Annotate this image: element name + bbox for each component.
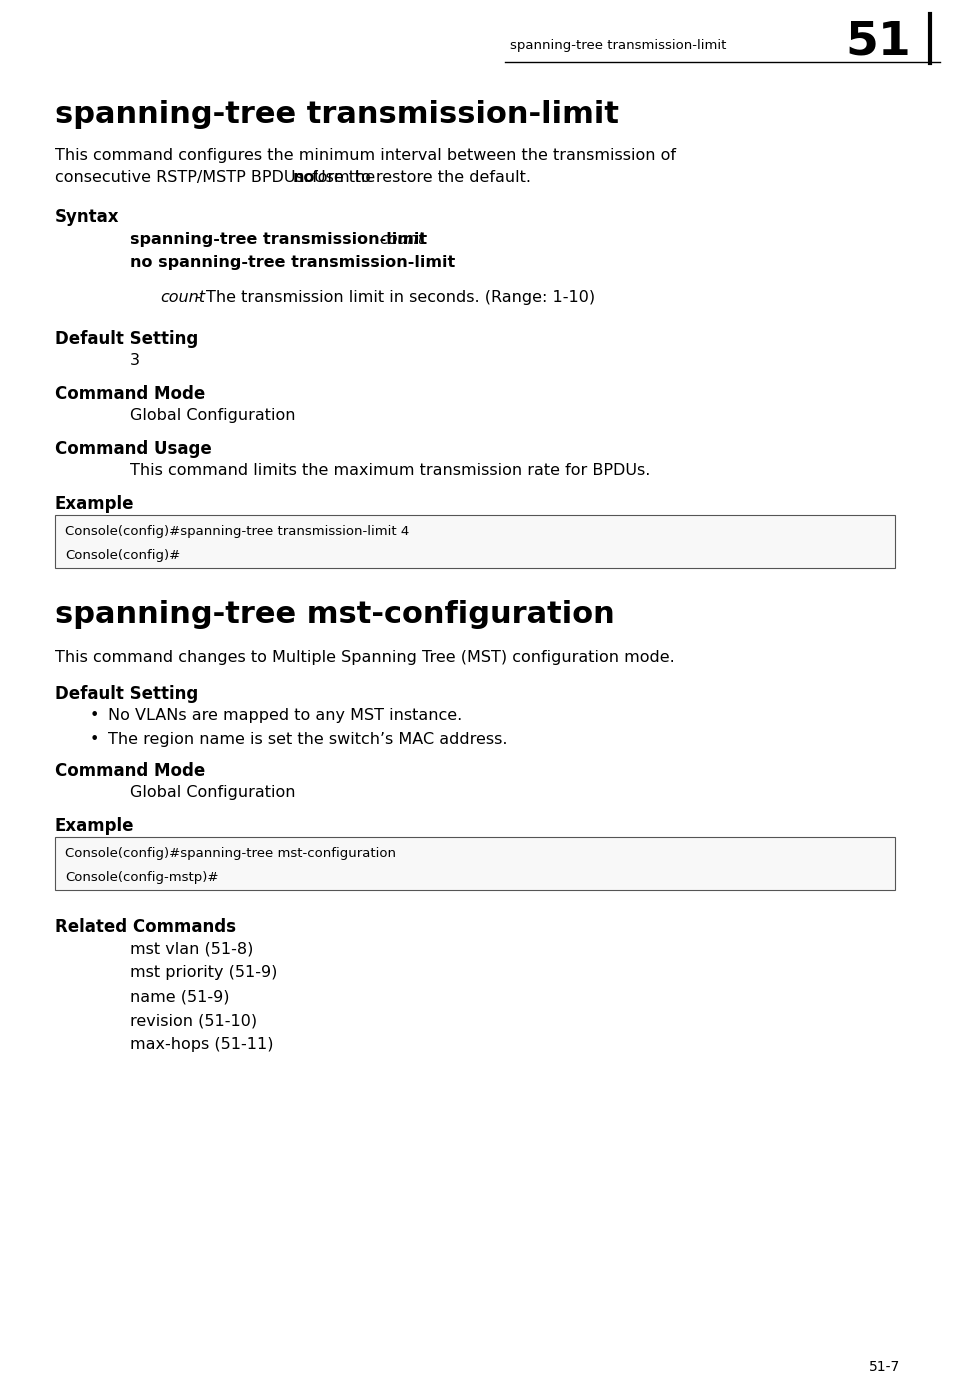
Text: 51: 51	[844, 19, 910, 64]
Text: 3: 3	[130, 353, 140, 368]
Text: - The transmission limit in seconds. (Range: 1-10): - The transmission limit in seconds. (Ra…	[190, 290, 595, 305]
Text: This command limits the maximum transmission rate for BPDUs.: This command limits the maximum transmis…	[130, 464, 650, 477]
Text: 51-7: 51-7	[868, 1360, 899, 1374]
Text: No VLANs are mapped to any MST instance.: No VLANs are mapped to any MST instance.	[108, 708, 462, 723]
Text: consecutive RSTP/MSTP BPDUs. Use the: consecutive RSTP/MSTP BPDUs. Use the	[55, 169, 380, 185]
Text: no: no	[293, 169, 314, 185]
Bar	[55, 515, 894, 568]
Text: Related Commands: Related Commands	[55, 917, 235, 936]
Text: This command changes to Multiple Spanning Tree (MST) configuration mode.: This command changes to Multiple Spannin…	[55, 650, 674, 665]
Bar	[55, 837, 894, 890]
Text: Console(config-mstp)#: Console(config-mstp)#	[65, 872, 218, 884]
Text: mst priority (51-9): mst priority (51-9)	[130, 965, 277, 980]
Text: •: •	[90, 708, 99, 723]
Text: Global Configuration: Global Configuration	[130, 786, 295, 799]
Text: spanning-tree transmission-limit: spanning-tree transmission-limit	[55, 100, 618, 129]
Text: spanning-tree mst-configuration: spanning-tree mst-configuration	[55, 600, 614, 629]
Text: Example: Example	[55, 818, 134, 836]
Text: revision (51-10): revision (51-10)	[130, 1013, 257, 1029]
Text: form to restore the default.: form to restore the default.	[306, 169, 530, 185]
Text: This command configures the minimum interval between the transmission of: This command configures the minimum inte…	[55, 149, 676, 162]
Text: •: •	[90, 731, 99, 747]
Text: Default Setting: Default Setting	[55, 330, 198, 348]
Text: Command Mode: Command Mode	[55, 762, 205, 780]
Text: Example: Example	[55, 496, 134, 514]
Text: Console(config)#: Console(config)#	[65, 550, 180, 562]
Text: count: count	[378, 232, 424, 247]
Text: Syntax: Syntax	[55, 208, 119, 226]
Text: max-hops (51-11): max-hops (51-11)	[130, 1037, 274, 1052]
Text: Default Setting: Default Setting	[55, 686, 198, 702]
Text: spanning-tree transmission-limit: spanning-tree transmission-limit	[130, 232, 433, 247]
Text: Console(config)#spanning-tree transmission-limit 4: Console(config)#spanning-tree transmissi…	[65, 525, 409, 539]
Text: Command Mode: Command Mode	[55, 384, 205, 403]
Text: count: count	[160, 290, 205, 305]
Text: Console(config)#spanning-tree mst-configuration: Console(config)#spanning-tree mst-config…	[65, 847, 395, 861]
Text: Command Usage: Command Usage	[55, 440, 212, 458]
Text: name (51-9): name (51-9)	[130, 990, 230, 1004]
Text: no spanning-tree transmission-limit: no spanning-tree transmission-limit	[130, 255, 455, 271]
Text: Global Configuration: Global Configuration	[130, 408, 295, 423]
Text: The region name is set the switch’s MAC address.: The region name is set the switch’s MAC …	[108, 731, 507, 747]
Text: mst vlan (51-8): mst vlan (51-8)	[130, 941, 253, 956]
Text: spanning-tree transmission-limit: spanning-tree transmission-limit	[510, 39, 725, 51]
